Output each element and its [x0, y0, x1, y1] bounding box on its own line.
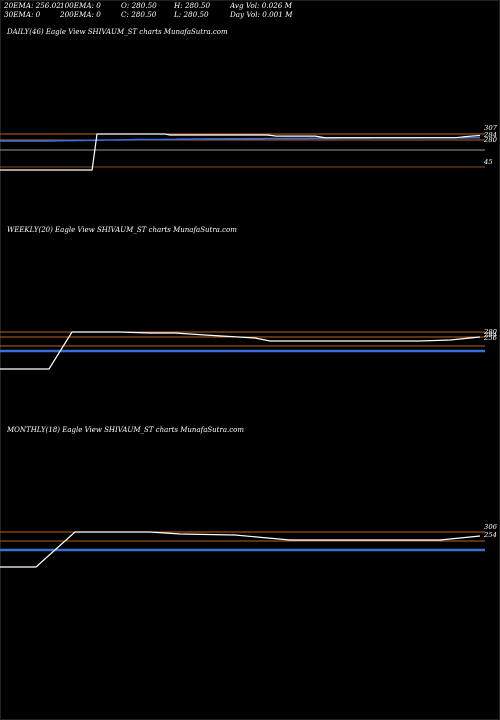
stat-ema30: 30EMA: 0 [4, 10, 41, 19]
daily-panel-title: DAILY(46) Eagle View SHIVAUM_ST charts M… [7, 28, 228, 36]
daily-chart: 307 284 280 45 [0, 124, 498, 171]
weekly-panel-title: WEEKLY(20) Eagle View SHIVAUM_ST charts … [7, 226, 237, 234]
daily-tick-label-1: 284 [483, 131, 497, 139]
weekly-chart: 280 284 256 [0, 328, 498, 370]
weekly-tick-label-1: 284 [483, 331, 497, 339]
weekly-tick-label-2: 256 [483, 334, 498, 342]
stat-low: L: 280.50 [174, 10, 209, 19]
weekly-tick-label-0: 280 [483, 328, 498, 336]
monthly-chart: 306 254 [0, 523, 498, 568]
stat-avg-vol: Avg Vol: 0.026 M [230, 1, 292, 10]
daily-tick-label-0: 307 [484, 124, 498, 132]
monthly-price-line [0, 531, 481, 568]
stat-open: O: 280.50 [121, 1, 157, 10]
stat-day-vol: Day Vol: 0.001 M [230, 10, 293, 19]
stat-close: C: 280.50 [121, 10, 157, 19]
daily-tick-label-2: 280 [483, 136, 498, 144]
stat-high: H: 280.50 [174, 1, 211, 10]
stat-ema20: 20EMA: 256.02 [4, 1, 61, 10]
monthly-tick-label-0: 306 [484, 523, 498, 531]
daily-tick-label-3: 45 [483, 158, 493, 166]
monthly-panel-title: MONTHLY(18) Eagle View SHIVAUM_ST charts… [7, 426, 245, 434]
stat-ema200: 200EMA: 0 [60, 10, 101, 19]
daily-price-line [0, 133, 481, 171]
monthly-tick-label-1: 254 [483, 531, 497, 539]
stat-ema100: 100EMA: 0 [60, 1, 101, 10]
stats-header: 20EMA: 256.02 100EMA: 0 O: 280.50 H: 280… [4, 0, 496, 20]
weekly-price-line [0, 331, 481, 370]
